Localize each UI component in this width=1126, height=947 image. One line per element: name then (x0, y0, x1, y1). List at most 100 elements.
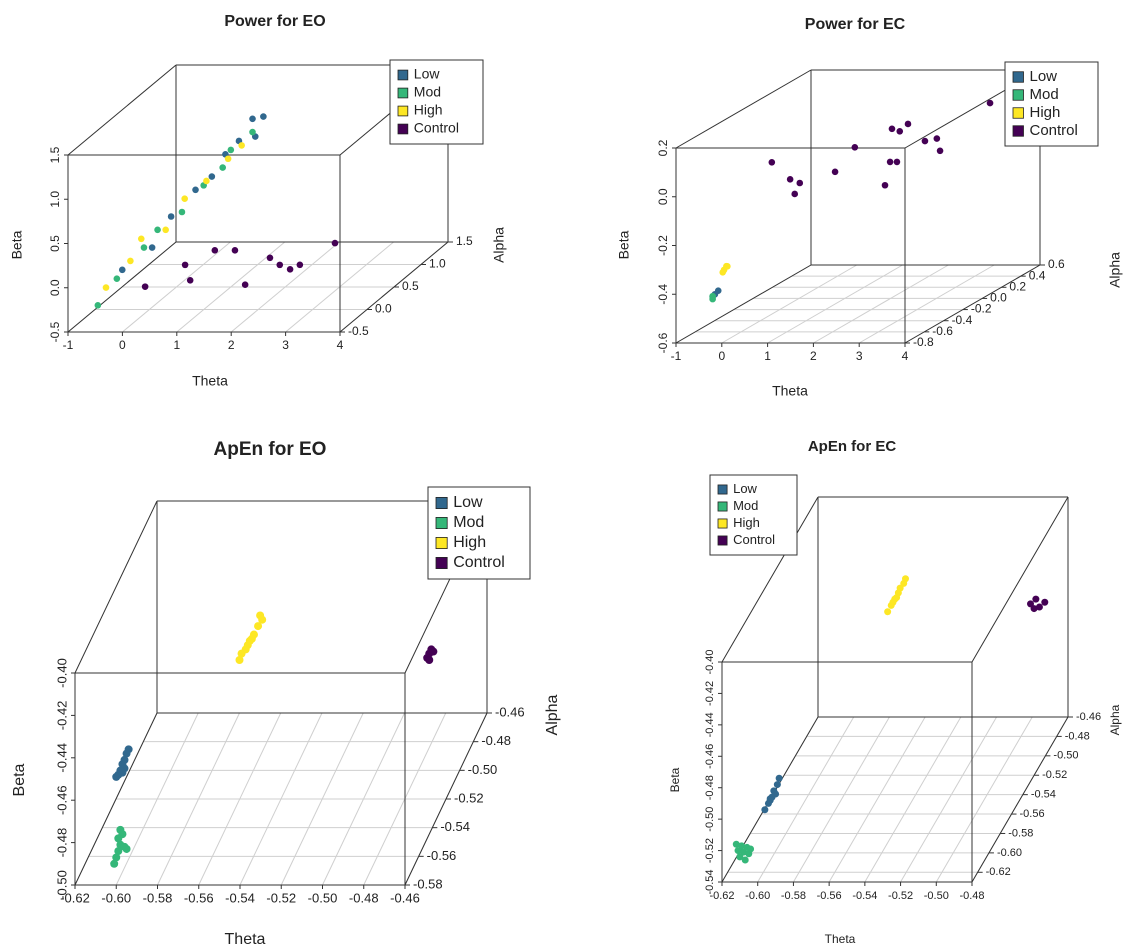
x-tick-label: 4 (337, 338, 344, 352)
legend-label: High (733, 515, 760, 530)
point (796, 179, 804, 187)
point (1041, 598, 1049, 606)
point (921, 137, 929, 145)
point (208, 173, 216, 180)
point (186, 276, 194, 284)
y-tick-label: -0.5 (348, 324, 369, 338)
point (140, 244, 148, 251)
y-tick-label: 0.4 (1029, 268, 1046, 282)
y-tick-label: -0.2 (971, 302, 992, 316)
z-tick-label: 1.5 (48, 146, 62, 163)
y-tick-label: 1.5 (456, 234, 473, 248)
x-tick-label: -0.60 (745, 890, 770, 902)
legend-label: Low (453, 494, 483, 511)
y-tick-label: 1.0 (429, 257, 446, 271)
z-tick-label: -0.48 (54, 828, 69, 858)
z-tick-label: 0.0 (656, 188, 670, 205)
y-tick-label: -0.46 (495, 704, 525, 719)
box-edge (721, 496, 819, 663)
z-tick-label: -0.54 (704, 869, 716, 894)
point (203, 177, 210, 185)
point (936, 147, 944, 155)
y-tick-label: 0.6 (1048, 257, 1065, 271)
y-tick-label: 0.0 (990, 291, 1007, 305)
point (1035, 603, 1043, 611)
point (118, 266, 126, 274)
point (258, 615, 267, 624)
y-tick-label: -0.54 (440, 819, 470, 834)
point (891, 595, 899, 603)
box-edge (971, 716, 1069, 883)
z-tick-label: -0.46 (704, 744, 716, 769)
z-tick-label: -0.48 (704, 775, 716, 800)
point (276, 261, 284, 269)
z-tick-label: -0.50 (54, 870, 69, 900)
point (137, 235, 145, 243)
point (831, 168, 839, 176)
x-tick-label: -0.60 (101, 890, 131, 905)
point (887, 601, 895, 609)
y-tick-label: -0.50 (1053, 750, 1078, 762)
point (296, 261, 304, 269)
legend-swatch (1012, 89, 1024, 101)
point (192, 186, 199, 194)
legend-label: Mod (1030, 86, 1059, 103)
x-tick-label: -0.54 (852, 890, 877, 902)
point (933, 135, 941, 142)
legend-swatch (435, 537, 448, 550)
z-tick-label: 0.2 (656, 139, 670, 156)
z-tick-label: -0.5 (48, 321, 62, 342)
point (886, 158, 894, 166)
legend-swatch (1012, 71, 1024, 83)
legend-swatch (397, 69, 409, 81)
y-tick-label: -0.54 (1031, 789, 1056, 801)
point (249, 128, 256, 136)
y-axis-label: Alpha (1107, 252, 1123, 288)
point (112, 853, 121, 862)
legend-label: Low (414, 66, 441, 82)
point (167, 213, 175, 220)
point (425, 656, 434, 664)
y-tick-label: -0.52 (1042, 769, 1067, 781)
legend-label: Low (1030, 68, 1058, 85)
point (102, 284, 110, 291)
y-tick-label: 0.5 (402, 279, 419, 293)
box-edge (675, 69, 812, 149)
point (235, 656, 244, 664)
point (231, 247, 239, 254)
point (761, 806, 769, 814)
legend-label: High (414, 102, 443, 118)
point (112, 772, 121, 781)
legend-label: Low (733, 481, 757, 496)
x-tick-label: -0.62 (60, 890, 90, 905)
y-axis-label: Alpha (491, 227, 507, 263)
point (154, 226, 161, 234)
x-axis-label: Theta (225, 931, 266, 947)
point (736, 853, 744, 861)
point (286, 266, 294, 273)
z-tick-label: -0.6 (656, 332, 670, 353)
x-tick-label: -0.58 (143, 890, 173, 905)
box-edge (904, 264, 1041, 344)
grid-line (935, 716, 1033, 883)
point (884, 608, 892, 616)
legend-label: Mod (414, 84, 441, 100)
point (241, 281, 249, 289)
box-edge (67, 241, 177, 333)
z-tick-label: -0.4 (656, 284, 670, 305)
y-tick-label: -0.4 (952, 313, 973, 327)
legend-label: Mod (453, 514, 484, 531)
point (719, 269, 727, 276)
x-tick-label: -0.48 (349, 890, 379, 905)
point (178, 208, 186, 216)
z-axis-label: Beta (9, 230, 25, 259)
legend-label: Control (1030, 122, 1078, 139)
point (741, 856, 749, 864)
y-tick-label: -0.8 (913, 335, 934, 349)
z-tick-label: -0.52 (704, 838, 716, 863)
point (775, 774, 783, 782)
legend-swatch (397, 87, 409, 99)
box-edge (74, 500, 158, 674)
z-tick-label: -0.42 (54, 701, 69, 731)
